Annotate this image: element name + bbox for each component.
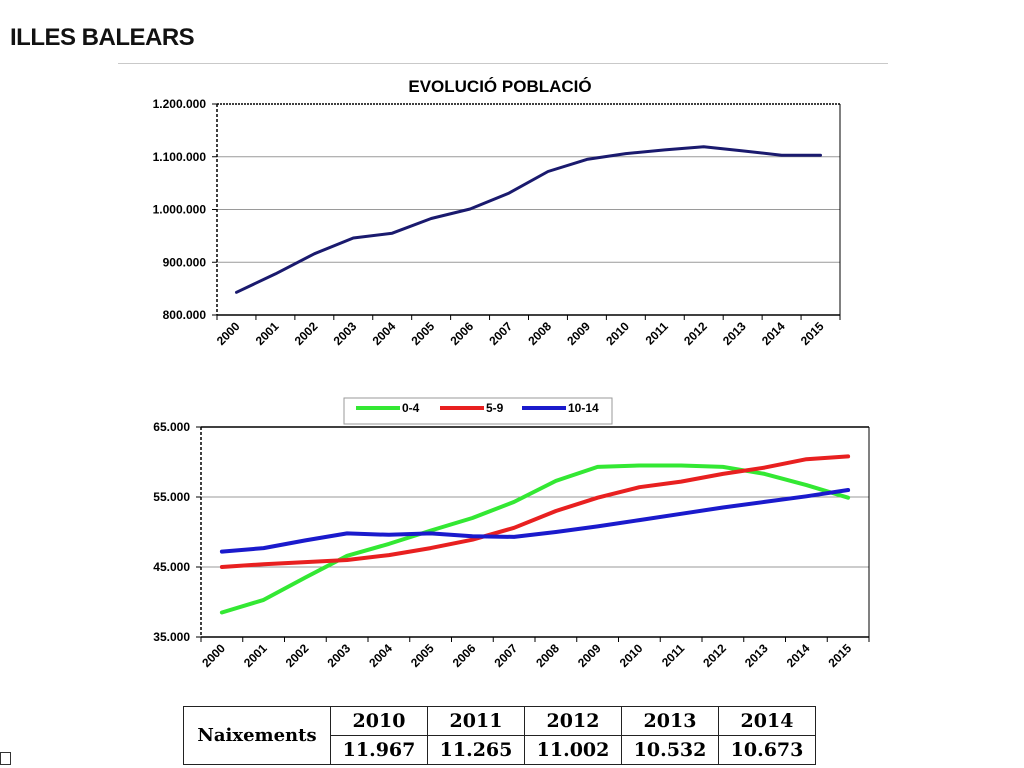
legend-label: 10-14 — [568, 401, 599, 415]
x-tick-label: 2015 — [798, 319, 827, 348]
x-tick-label: 2012 — [700, 641, 729, 670]
y-tick-label: 45.000 — [153, 560, 190, 574]
small-box-icon — [0, 752, 11, 765]
x-tick-label: 2006 — [450, 641, 479, 670]
series-line-10-14 — [219, 488, 851, 554]
births-year: 2014 — [718, 706, 816, 736]
charts-canvas: EVOLUCIÓ POBLACIÓ 800.000 900.000 1.000.000… — [153, 77, 870, 670]
births-year: 2011 — [427, 706, 525, 736]
chart-1: EVOLUCIÓ POBLACIÓ 800.000 900.000 1.000.000… — [153, 77, 841, 348]
title-divider — [118, 63, 888, 64]
births-year: 2010 — [330, 706, 428, 736]
series-line-5-9 — [219, 454, 851, 569]
x-tick-label: 2013 — [720, 319, 749, 348]
chart-2: 35.000 45.000 55.000 65.000 2000 2001 2002 2003… — [153, 397, 870, 670]
x-tick-label: 2015 — [825, 641, 854, 670]
x-tick-label: 2009 — [575, 641, 604, 670]
page-title: ILLES BALEARS — [10, 24, 195, 51]
legend: 0-4 5-9 10-14 — [343, 397, 613, 425]
x-tick-label: 2007 — [486, 319, 515, 348]
x-tick-label: 2004 — [366, 641, 395, 670]
x-tick-label: 2012 — [681, 319, 710, 348]
births-value: 10.532 — [621, 735, 719, 765]
y-tick-label: 1.200.000 — [153, 97, 207, 111]
x-tick-label: 2011 — [659, 641, 688, 670]
x-tick-label: 2013 — [742, 641, 771, 670]
x-tick-label: 2000 — [214, 319, 243, 348]
x-tick-label: 2004 — [370, 319, 399, 348]
births-label: Naixements — [183, 706, 331, 765]
y-tick-label: 900.000 — [163, 255, 207, 269]
legend-label: 0-4 — [402, 401, 420, 415]
births-year: 2012 — [524, 706, 622, 736]
x-tick-label: 2007 — [491, 641, 520, 670]
y-tick-label: 1.000.000 — [153, 203, 207, 217]
chart-title: EVOLUCIÓ POBLACIÓ — [408, 77, 591, 96]
x-tick-label: 2011 — [643, 319, 672, 348]
legend-box — [343, 397, 613, 425]
y-tick-label: 800.000 — [163, 308, 207, 322]
x-tick-label: 2010 — [603, 319, 632, 348]
x-tick-label: 2003 — [331, 319, 360, 348]
x-tick-label: 2005 — [408, 641, 437, 670]
y-tick-label: 65.000 — [153, 420, 190, 434]
births-value: 11.002 — [524, 735, 622, 765]
x-tick-label: 2010 — [617, 641, 646, 670]
x-tick-label: 2014 — [759, 319, 788, 348]
x-tick-label: 2001 — [241, 641, 270, 670]
x-tick-label: 2002 — [292, 319, 321, 348]
x-tick-label: 2006 — [447, 319, 476, 348]
births-value: 11.967 — [330, 735, 428, 765]
x-tick-label: 2008 — [525, 319, 554, 348]
x-tick-label: 2005 — [408, 319, 437, 348]
births-value: 11.265 — [427, 735, 525, 765]
legend-label: 5-9 — [486, 401, 504, 415]
y-tick-label: 55.000 — [153, 490, 190, 504]
y-tick-label: 1.100.000 — [153, 150, 207, 164]
x-tick-label: 2014 — [784, 641, 813, 670]
x-tick-label: 2001 — [253, 319, 282, 348]
x-tick-label: 2000 — [199, 641, 228, 670]
y-tick-label: 35.000 — [153, 630, 190, 644]
births-year: 2013 — [621, 706, 719, 736]
births-value: 10.673 — [718, 735, 816, 765]
x-tick-label: 2009 — [564, 319, 593, 348]
x-tick-label: 2002 — [283, 641, 312, 670]
births-table: Naixements 2010 2011 2012 2013 2014 11.9… — [183, 706, 816, 765]
series-line — [235, 145, 822, 294]
x-tick-label: 2008 — [533, 641, 562, 670]
x-tick-label: 2003 — [324, 641, 353, 670]
